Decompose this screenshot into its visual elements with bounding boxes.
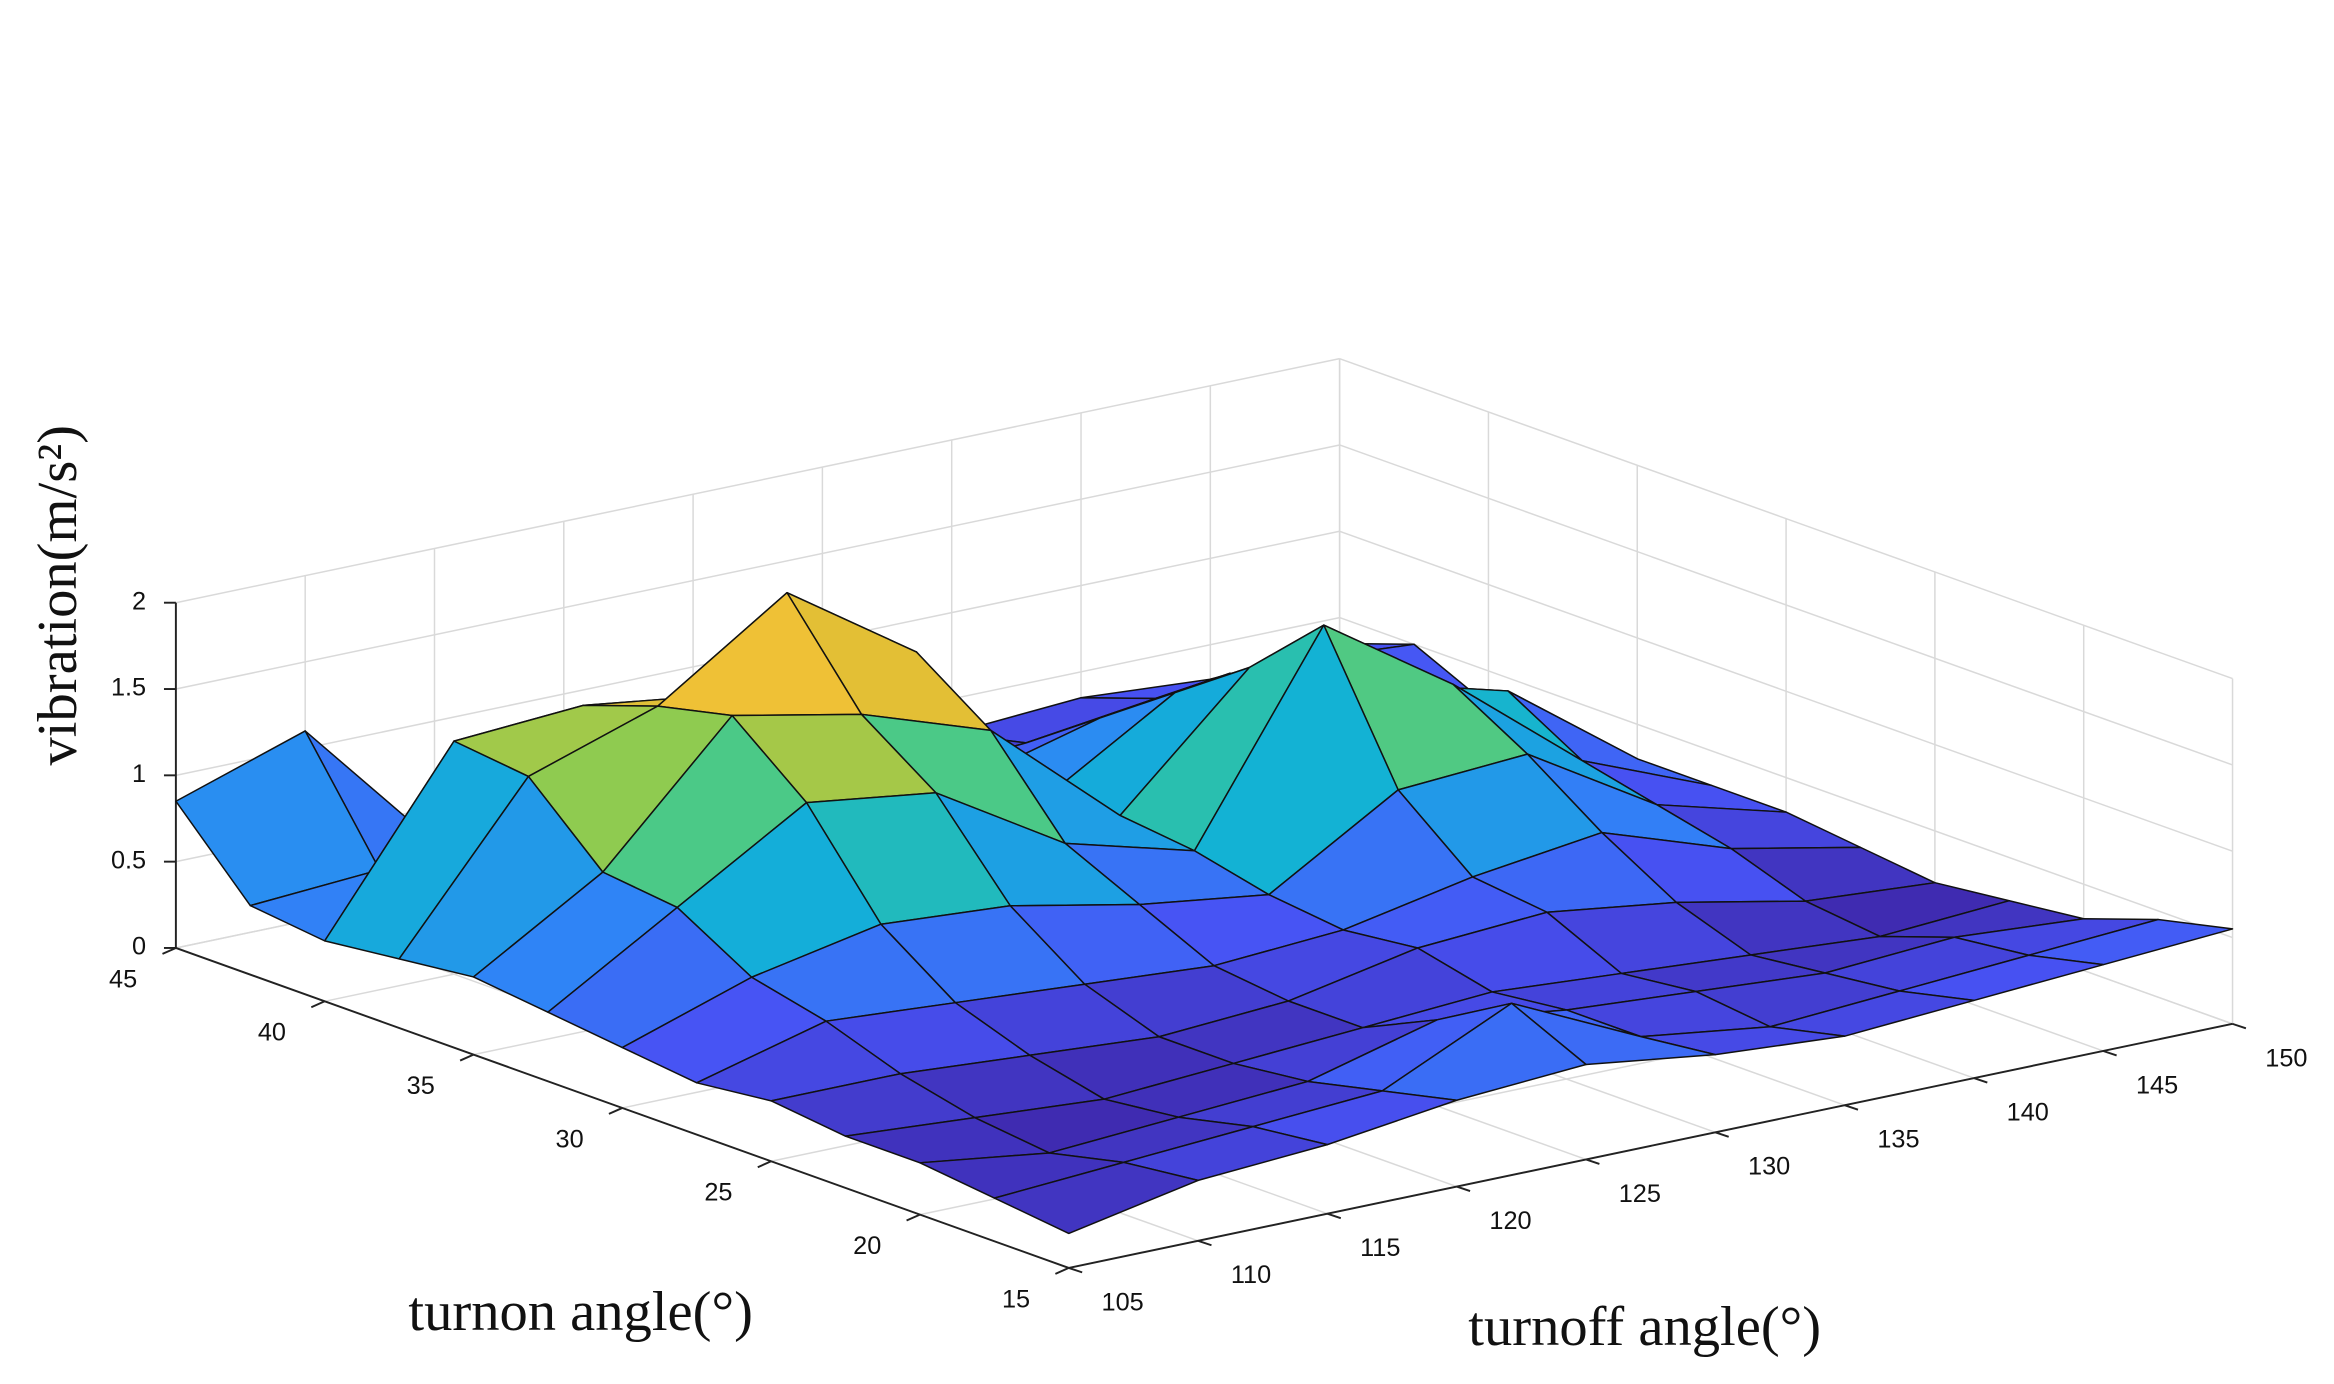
y-tick-label: 30: [556, 1125, 584, 1153]
grid-line: [1339, 530, 2233, 852]
grid-line: [175, 357, 1340, 604]
x-tick: [1456, 1185, 1471, 1192]
y-tick: [459, 1053, 474, 1062]
x-tick: [1327, 1212, 1342, 1220]
x-tick: [1973, 1077, 1988, 1084]
y-tick: [906, 1213, 921, 1222]
y-tick-label: 20: [853, 1232, 881, 1260]
y-tick: [608, 1107, 623, 1115]
x-tick-label: 130: [1748, 1153, 1790, 1181]
grid-line: [175, 444, 1340, 690]
y-tick: [310, 1000, 326, 1009]
x-tick-label: 105: [1102, 1288, 1144, 1316]
x-axis-label: turnoff angle(°): [1468, 1296, 1821, 1358]
x-tick: [1197, 1239, 1212, 1247]
y-tick-label: 35: [407, 1072, 435, 1100]
x-axis: [1068, 1022, 2233, 1269]
x-tick: [1585, 1158, 1600, 1165]
y-tick-label: 40: [258, 1019, 286, 1047]
x-tick-label: 120: [1489, 1207, 1531, 1235]
y-tick: [757, 1160, 772, 1169]
x-tick: [1844, 1104, 1859, 1111]
grid-line: [1339, 357, 2233, 680]
y-tick: [162, 947, 177, 955]
y-tick-label: 25: [704, 1179, 732, 1207]
x-tick-label: 125: [1619, 1180, 1661, 1208]
z-tick-label: 1.5: [111, 674, 146, 702]
grid-line: [1339, 444, 2233, 766]
x-tick: [1715, 1131, 1730, 1138]
grid-line: [1339, 616, 2233, 939]
x-tick: [1068, 1267, 1083, 1274]
z-tick-label: 0.5: [111, 846, 146, 874]
z-axis-label: vibration(m/s²): [27, 425, 89, 765]
x-tick-label: 140: [2007, 1099, 2049, 1127]
x-tick-label: 150: [2265, 1044, 2307, 1072]
y-tick-label: 15: [1002, 1285, 1030, 1313]
z-tick-label: 2: [132, 587, 146, 615]
x-tick-label: 145: [2136, 1071, 2178, 1099]
y-tick-label: 45: [109, 965, 137, 993]
y-axis-label: turnon angle(°): [408, 1281, 753, 1343]
z-tick-label: 0: [132, 933, 146, 961]
x-tick-label: 135: [1877, 1126, 1919, 1154]
z-tick-label: 1: [132, 760, 146, 788]
x-tick: [2102, 1050, 2117, 1057]
y-tick: [1054, 1267, 1070, 1275]
x-tick-label: 115: [1360, 1234, 1400, 1262]
x-tick-label: 110: [1231, 1261, 1271, 1289]
x-tick: [2232, 1022, 2247, 1030]
surface-face: [993, 1161, 1199, 1235]
